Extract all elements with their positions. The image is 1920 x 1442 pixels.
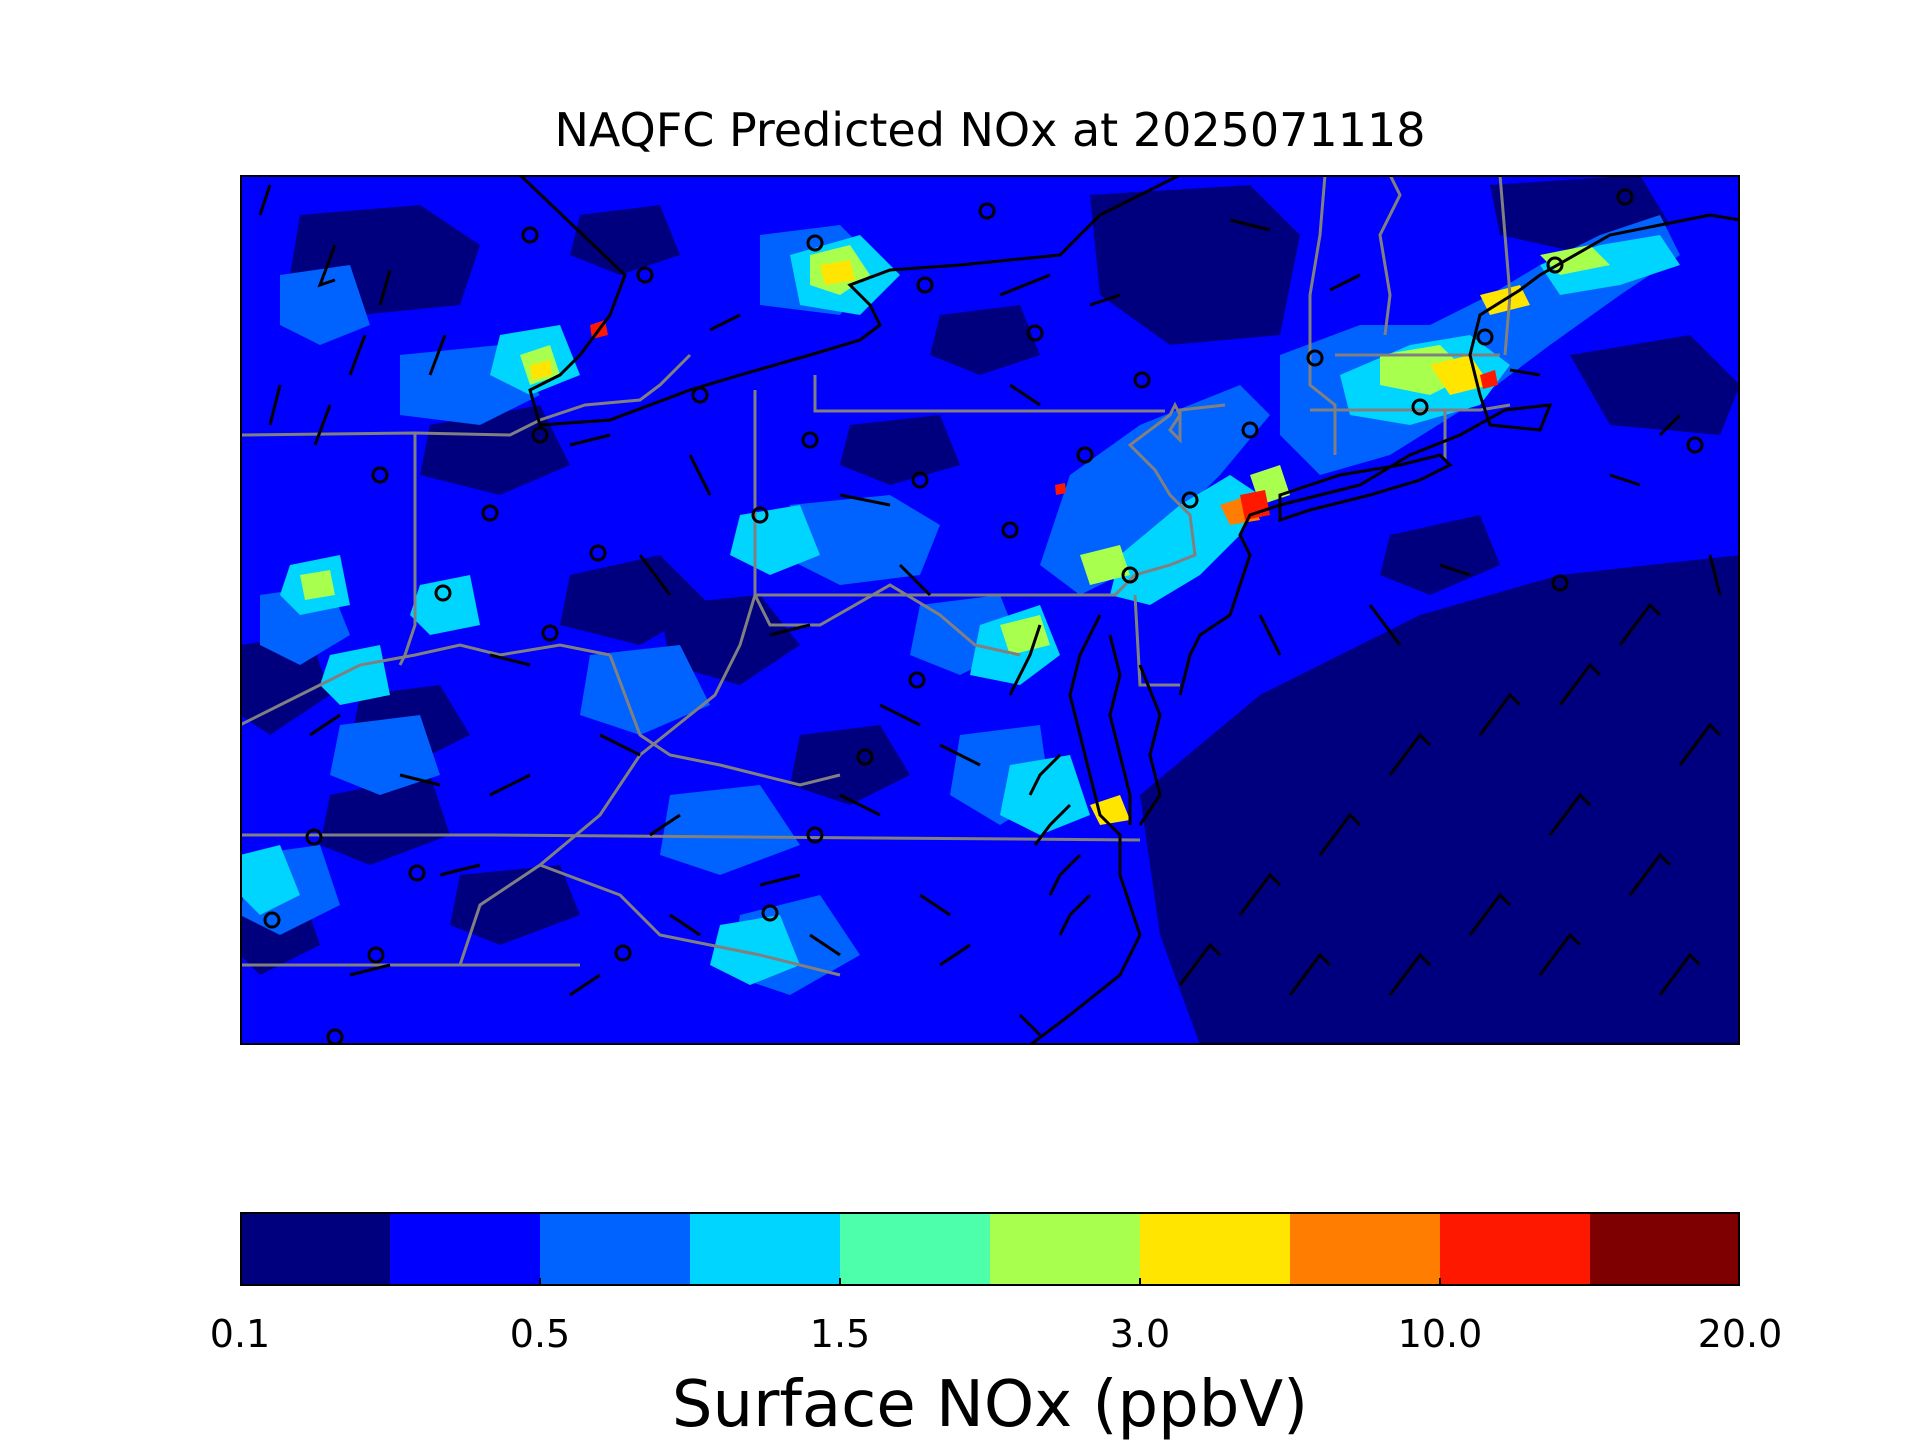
wind-barbs <box>258 184 1722 1037</box>
colorbar-label: Surface NOx (ppbV) <box>671 1368 1309 1442</box>
map-canvas <box>240 175 1740 1045</box>
state-borders <box>240 175 1512 977</box>
high-nox-regions <box>300 245 1610 825</box>
map-title: NAQFC Predicted NOx at 2025071118 <box>554 103 1426 157</box>
colorbar-cell <box>540 1212 691 1286</box>
colorbar <box>240 1212 1740 1286</box>
colorbar-cell <box>840 1212 991 1286</box>
colorbar-cells <box>240 1212 1740 1286</box>
colorbar-cell <box>240 1212 391 1286</box>
colorbar-cell <box>1590 1212 1740 1286</box>
colorbar-cell <box>990 1212 1141 1286</box>
colorbar-cell <box>690 1212 841 1286</box>
colorbar-cell <box>1140 1212 1291 1286</box>
map-border <box>240 175 1740 1045</box>
colorbar-border <box>240 1212 1740 1286</box>
coastlines <box>518 175 1740 1045</box>
colorbar-cell <box>390 1212 541 1286</box>
colorbar-cell <box>1290 1212 1441 1286</box>
colorbar-tick-label: 1.5 <box>809 1312 871 1356</box>
colorbar-tick-label: 0.1 <box>209 1312 271 1356</box>
colorbar-tick-label: 0.5 <box>509 1312 571 1356</box>
colorbar-tick-label: 20.0 <box>1697 1312 1783 1356</box>
colorbar-tick-label: 10.0 <box>1397 1312 1483 1356</box>
nox-map[interactable] <box>240 175 1740 1045</box>
observation-sites <box>263 188 1704 1045</box>
colorbar-cell <box>1440 1212 1591 1286</box>
colorbar-tick-label: 3.0 <box>1109 1312 1171 1356</box>
